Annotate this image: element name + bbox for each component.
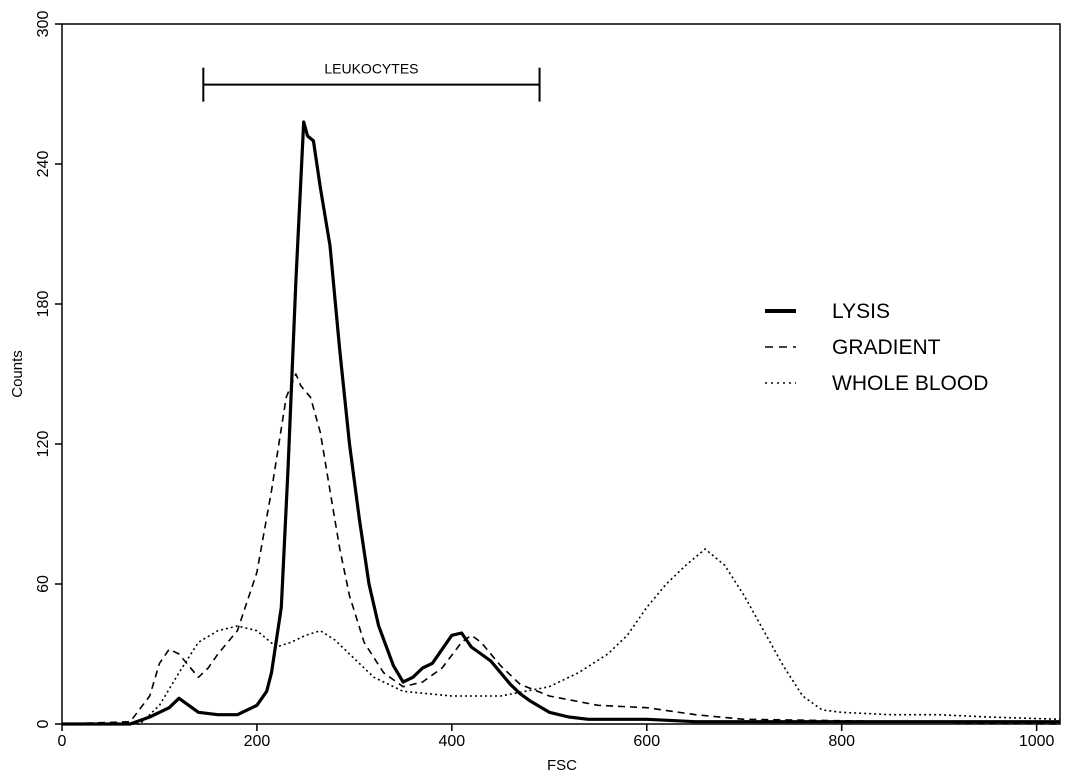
series-line-lysis [62,120,1060,726]
gate-label: LEUKOCYTES [324,61,418,77]
x-tick-label: 200 [244,733,271,750]
x-axis-title: FSC [547,757,577,774]
legend-label-lysis: LYSIS [832,300,890,323]
series-line-gradient [61,373,1061,725]
y-axis-title: Counts [9,350,26,398]
x-tick-label: 1000 [1019,733,1055,750]
plot-frame [61,23,1061,725]
legend-label-whole-blood: WHOLE BLOOD [832,372,988,395]
axis-ticks: 0 200 400 600 800 1000 0 60 120 180 240 300 [35,11,1055,750]
x-tick-label: 600 [633,733,660,750]
y-tick-label: 180 [35,291,52,318]
series-line-whole-blood [62,548,1061,725]
legend-label-gradient: GRADIENT [832,336,941,359]
y-tick-label: 0 [35,719,52,728]
x-tick-label: 0 [58,733,67,750]
legend: LYSIS GRADIENT WHOLE BLOOD [765,300,988,395]
leukocytes-gate: LEUKOCYTES [202,61,541,102]
y-tick-label: 240 [35,151,52,178]
y-tick-label: 120 [35,431,52,458]
x-tick-label: 800 [828,733,855,750]
y-tick-label: 60 [35,575,52,593]
y-tick-label: 300 [35,11,52,38]
x-tick-label: 400 [438,733,465,750]
data-series [61,120,1061,726]
